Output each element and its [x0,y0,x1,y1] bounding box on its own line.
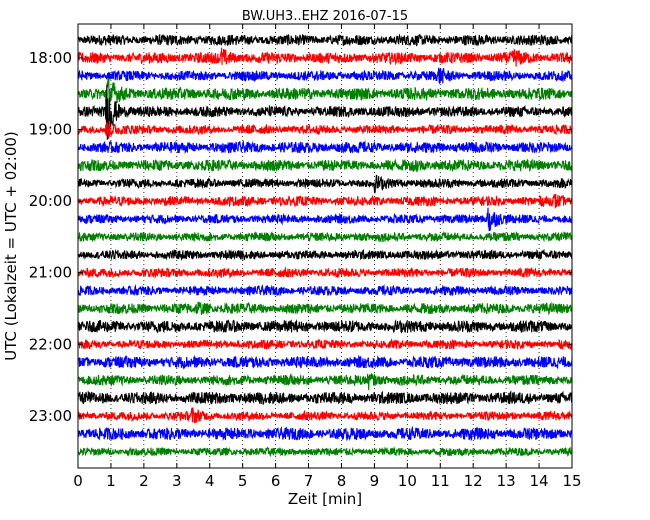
seismic-trace [77,84,573,140]
seismic-trace [77,248,573,262]
seismic-trace [77,283,573,297]
y-tick-label: 21:00 [29,264,72,282]
seismic-trace [77,174,573,194]
x-tick-label: 6 [271,472,281,490]
seismic-trace [77,193,573,209]
y-tick-label: 23:00 [29,407,72,425]
x-tick-label: 4 [205,472,215,490]
seismic-trace [77,266,573,280]
y-axis-ticks: 18:00 19:00 20:00 21:00 22:00 23:00 [29,49,572,425]
y-tick-label: 19:00 [29,121,72,139]
x-tick-label: 2 [139,472,149,490]
seismic-trace [77,407,573,424]
x-tick-label: 12 [464,472,483,490]
seismic-trace [77,390,573,405]
seismic-trace [77,319,573,334]
seismic-trace [77,231,573,243]
y-tick-label: 20:00 [29,192,72,210]
x-tick-label: 1 [106,472,116,490]
x-tick-label: 7 [304,472,314,490]
seismic-trace [77,372,573,391]
seismic-trace [77,425,573,442]
seismic-trace [77,446,573,458]
seismic-trace [77,338,573,351]
x-tick-label: 10 [398,472,417,490]
seismic-trace [77,47,573,67]
chart-title: BW.UH3..EHZ 2016-07-15 [242,9,408,24]
seismic-trace [77,33,573,47]
y-tick-label: 18:00 [29,49,72,67]
x-tick-label: 5 [238,472,248,490]
x-tick-label: 13 [497,472,516,490]
x-tick-label: 11 [431,472,450,490]
seismic-trace [77,139,573,155]
x-axis-ticks: 0 1 2 3 4 5 6 7 8 9 10 11 12 13 14 15 [73,24,582,490]
trace-group [77,33,573,458]
x-tick-label: 8 [337,472,347,490]
y-axis-label: UTC (Lokalzeit = UTC + 02:00) [2,131,20,361]
seismic-trace [77,158,573,173]
seismic-trace [77,301,573,316]
x-tick-label: 15 [562,472,581,490]
plot-frame [77,23,573,469]
seismic-trace [77,120,573,139]
seismic-trace [77,207,573,232]
x-tick-label: 14 [530,472,549,490]
x-tick-label: 9 [370,472,380,490]
seismic-trace [77,77,573,111]
x-tick-label: 0 [73,472,83,490]
seismic-trace [77,354,573,370]
x-axis-label: Zeit [min] [288,490,362,508]
seismic-trace [77,67,573,84]
y-tick-label: 22:00 [29,335,72,353]
x-tick-label: 3 [172,472,182,490]
